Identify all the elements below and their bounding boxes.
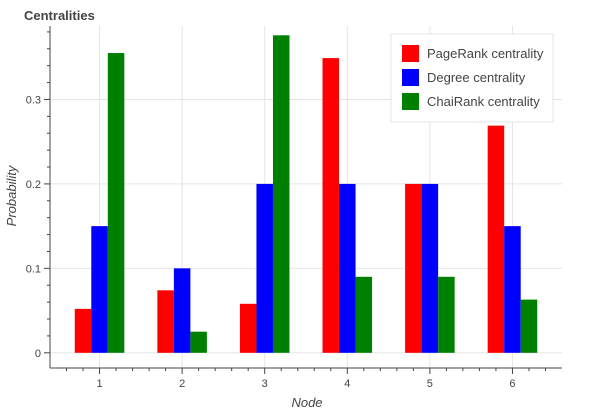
legend-swatch-pagerank-centrality	[402, 45, 419, 62]
x-tick-label: 2	[179, 378, 185, 390]
bar-chairank-centrality	[438, 276, 455, 353]
y-axis-label: Probability	[4, 164, 19, 226]
x-axis-label: Node	[291, 395, 322, 410]
bars	[74, 35, 538, 353]
bar-degree-centrality	[339, 183, 356, 353]
bar-degree-centrality	[256, 183, 273, 353]
y-tick-label: 0	[35, 348, 41, 360]
bar-chairank-centrality	[272, 35, 290, 353]
bar-chairank-centrality	[520, 299, 538, 353]
x-tick-label: 4	[344, 378, 350, 390]
chart-title: Centralities	[24, 8, 95, 23]
legend-label-pagerank-centrality: PageRank centrality	[427, 46, 544, 61]
legend-swatch-degree-centrality	[402, 69, 419, 86]
bar-degree-centrality	[504, 226, 521, 353]
x-axis: 1 2 3 4 5 6	[66, 368, 546, 390]
x-tick-label: 6	[509, 378, 515, 390]
bar-chairank-centrality	[190, 331, 207, 353]
bar-degree-centrality	[173, 268, 191, 353]
bar-pagerank-centrality	[239, 303, 257, 353]
y-tick-label: 0.1	[26, 263, 41, 275]
y-tick-label: 0.3	[26, 94, 41, 106]
bar-pagerank-centrality	[487, 125, 505, 353]
bar-degree-centrality	[91, 226, 108, 353]
bar-pagerank-centrality	[74, 308, 92, 353]
y-axis: 0 0.1 0.2 0.3	[26, 31, 50, 360]
legend-label-degree-centrality: Degree centrality	[427, 70, 526, 85]
bar-chairank-centrality	[355, 276, 373, 353]
legend-swatch-chairank-centrality	[402, 93, 419, 110]
bar-pagerank-centrality	[405, 183, 422, 353]
x-tick-label: 3	[262, 378, 268, 390]
bar-pagerank-centrality	[157, 290, 174, 353]
legend-label-chairank-centrality: ChaiRank centrality	[427, 94, 540, 109]
bar-pagerank-centrality	[322, 58, 340, 353]
x-tick-label: 1	[96, 378, 102, 390]
y-tick-label: 0.2	[26, 179, 41, 191]
x-tick-label: 5	[427, 378, 433, 390]
bar-degree-centrality	[421, 183, 439, 353]
legend: PageRank centrality Degree centrality Chai…	[390, 33, 554, 123]
bar-chairank-centrality	[107, 53, 125, 353]
